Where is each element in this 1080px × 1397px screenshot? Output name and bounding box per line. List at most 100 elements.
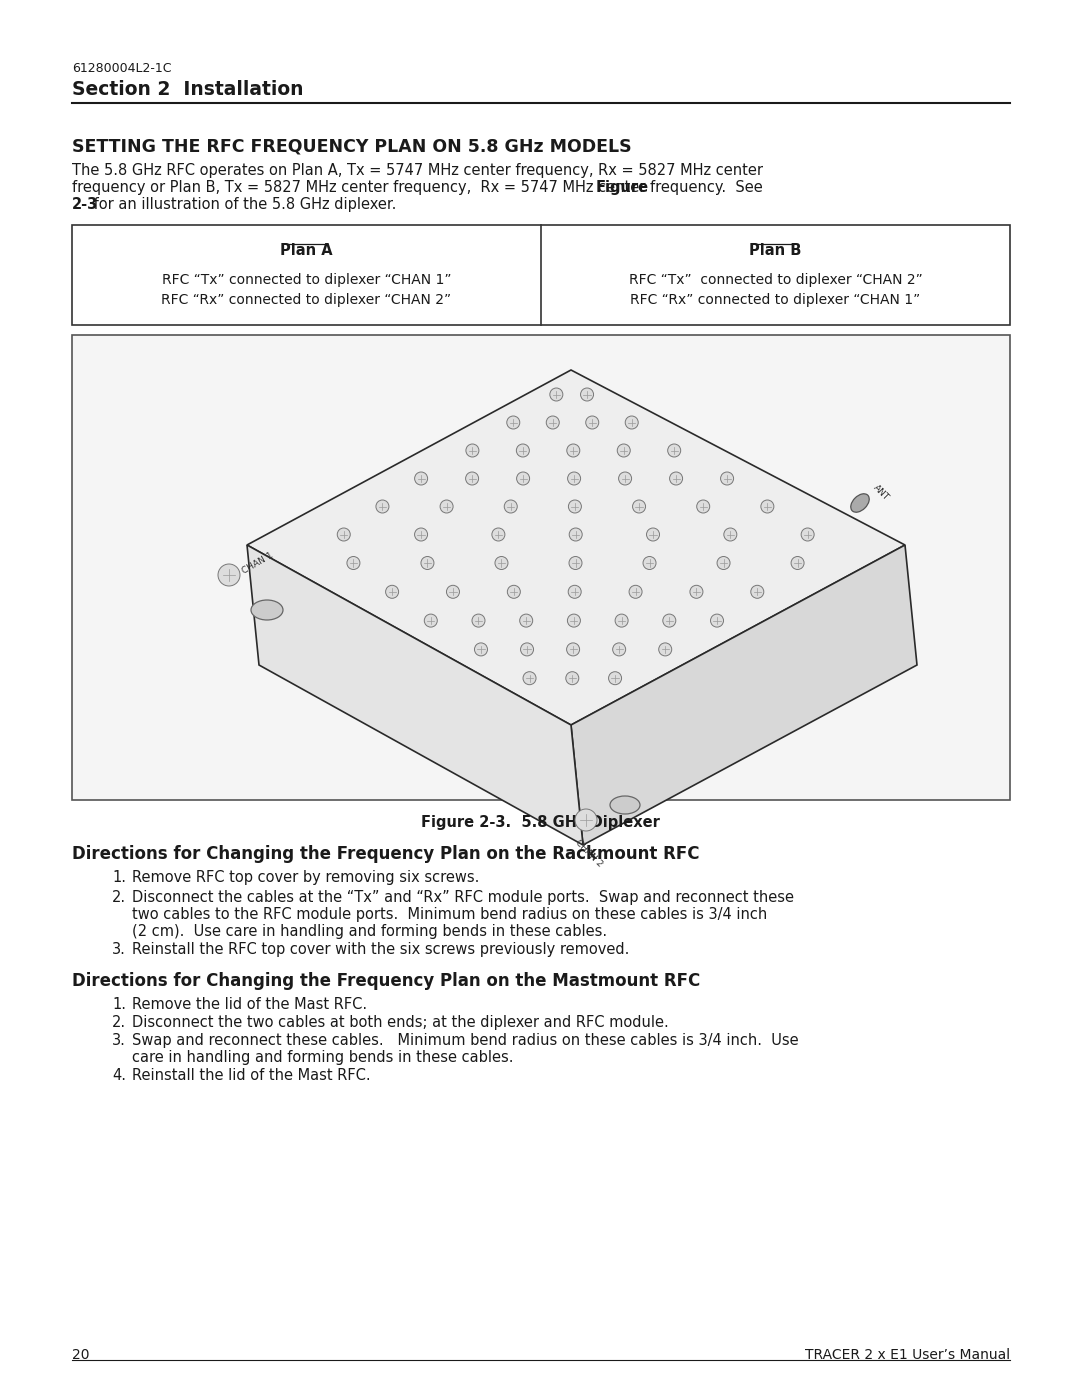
Ellipse shape — [851, 493, 869, 513]
Text: for an illustration of the 5.8 GHz diplexer.: for an illustration of the 5.8 GHz diple… — [89, 197, 396, 212]
Text: (2 cm).  Use care in handling and forming bends in these cables.: (2 cm). Use care in handling and forming… — [132, 923, 607, 939]
Text: CHAN 2: CHAN 2 — [573, 838, 605, 869]
Circle shape — [801, 528, 814, 541]
Ellipse shape — [251, 599, 283, 620]
Circle shape — [616, 615, 629, 627]
Text: Reinstall the RFC top cover with the six screws previously removed.: Reinstall the RFC top cover with the six… — [132, 942, 630, 957]
Text: frequency or Plan B, Tx = 5827 MHz center frequency,  Rx = 5747 MHz center frequ: frequency or Plan B, Tx = 5827 MHz cente… — [72, 180, 768, 196]
Circle shape — [643, 556, 656, 570]
Circle shape — [711, 615, 724, 627]
Text: 1.: 1. — [112, 997, 126, 1011]
Circle shape — [618, 444, 631, 457]
Text: RFC “Rx” connected to diplexer “CHAN 2”: RFC “Rx” connected to diplexer “CHAN 2” — [161, 293, 451, 307]
Circle shape — [566, 672, 579, 685]
Circle shape — [569, 528, 582, 541]
Circle shape — [761, 500, 774, 513]
Circle shape — [218, 564, 240, 585]
Circle shape — [337, 528, 350, 541]
Circle shape — [347, 556, 360, 570]
Circle shape — [446, 585, 459, 598]
Circle shape — [670, 472, 683, 485]
Circle shape — [474, 643, 487, 657]
Circle shape — [697, 500, 710, 513]
Circle shape — [567, 615, 580, 627]
Circle shape — [508, 585, 521, 598]
Circle shape — [625, 416, 638, 429]
Text: Plan B: Plan B — [750, 243, 801, 258]
Circle shape — [465, 444, 478, 457]
Circle shape — [569, 556, 582, 570]
Circle shape — [568, 500, 581, 513]
Circle shape — [575, 809, 597, 831]
Circle shape — [608, 672, 622, 685]
Text: Directions for Changing the Frequency Plan on the Rackmount RFC: Directions for Changing the Frequency Pl… — [72, 845, 700, 863]
Text: two cables to the RFC module ports.  Minimum bend radius on these cables is 3/4 : two cables to the RFC module ports. Mini… — [132, 907, 767, 922]
Text: 20: 20 — [72, 1348, 90, 1362]
Text: ANT: ANT — [872, 483, 891, 503]
Text: Remove RFC top cover by removing six screws.: Remove RFC top cover by removing six scr… — [132, 870, 480, 886]
Circle shape — [386, 585, 399, 598]
Circle shape — [516, 472, 529, 485]
Circle shape — [472, 615, 485, 627]
Text: 2.: 2. — [112, 890, 126, 905]
Text: Figure: Figure — [595, 180, 648, 196]
Circle shape — [751, 585, 764, 598]
Circle shape — [629, 585, 643, 598]
Text: 61280004L2-1C: 61280004L2-1C — [72, 61, 172, 75]
Circle shape — [568, 585, 581, 598]
Text: care in handling and forming bends in these cables.: care in handling and forming bends in th… — [132, 1051, 513, 1065]
Circle shape — [504, 500, 517, 513]
Polygon shape — [571, 545, 917, 845]
Text: Figure 2-3.  5.8 GHz Diplexer: Figure 2-3. 5.8 GHz Diplexer — [420, 814, 660, 830]
Text: 2-3: 2-3 — [72, 197, 98, 212]
Text: Plan A: Plan A — [280, 243, 333, 258]
Circle shape — [415, 528, 428, 541]
Polygon shape — [247, 370, 905, 725]
Circle shape — [585, 416, 598, 429]
Text: 1.: 1. — [112, 870, 126, 886]
Circle shape — [516, 444, 529, 457]
Circle shape — [550, 388, 563, 401]
Text: RFC “Rx” connected to diplexer “CHAN 1”: RFC “Rx” connected to diplexer “CHAN 1” — [631, 293, 920, 307]
Circle shape — [495, 556, 508, 570]
Circle shape — [519, 615, 532, 627]
Text: CHAN 1: CHAN 1 — [241, 550, 275, 576]
FancyBboxPatch shape — [72, 225, 1010, 326]
Circle shape — [567, 444, 580, 457]
Ellipse shape — [610, 796, 640, 814]
Text: TRACER 2 x E1 User’s Manual: TRACER 2 x E1 User’s Manual — [805, 1348, 1010, 1362]
Circle shape — [663, 615, 676, 627]
Text: 3.: 3. — [112, 942, 126, 957]
Text: Disconnect the two cables at both ends; at the diplexer and RFC module.: Disconnect the two cables at both ends; … — [132, 1016, 669, 1030]
Circle shape — [667, 444, 680, 457]
Circle shape — [568, 472, 581, 485]
Text: Reinstall the lid of the Mast RFC.: Reinstall the lid of the Mast RFC. — [132, 1067, 370, 1083]
Circle shape — [791, 556, 805, 570]
Circle shape — [376, 500, 389, 513]
Circle shape — [724, 528, 737, 541]
Circle shape — [546, 416, 559, 429]
Circle shape — [619, 472, 632, 485]
Circle shape — [612, 643, 625, 657]
Circle shape — [521, 643, 534, 657]
Circle shape — [421, 556, 434, 570]
Text: RFC “Tx” connected to diplexer “CHAN 1”: RFC “Tx” connected to diplexer “CHAN 1” — [162, 272, 451, 286]
Circle shape — [424, 615, 437, 627]
Text: SETTING THE RFC FREQUENCY PLAN ON 5.8 GHz MODELS: SETTING THE RFC FREQUENCY PLAN ON 5.8 GH… — [72, 138, 632, 156]
Circle shape — [567, 643, 580, 657]
Text: The 5.8 GHz RFC operates on Plan A, Tx = 5747 MHz center frequency, Rx = 5827 MH: The 5.8 GHz RFC operates on Plan A, Tx =… — [72, 163, 762, 177]
Circle shape — [690, 585, 703, 598]
Polygon shape — [247, 545, 583, 845]
Text: RFC “Tx”  connected to diplexer “CHAN 2”: RFC “Tx” connected to diplexer “CHAN 2” — [629, 272, 922, 286]
Circle shape — [659, 643, 672, 657]
Circle shape — [415, 472, 428, 485]
Text: 4.: 4. — [112, 1067, 126, 1083]
Text: Swap and reconnect these cables.   Minimum bend radius on these cables is 3/4 in: Swap and reconnect these cables. Minimum… — [132, 1032, 798, 1048]
FancyBboxPatch shape — [72, 335, 1010, 800]
Circle shape — [507, 416, 519, 429]
Text: 2.: 2. — [112, 1016, 126, 1030]
Text: Disconnect the cables at the “Tx” and “Rx” RFC module ports.  Swap and reconnect: Disconnect the cables at the “Tx” and “R… — [132, 890, 794, 905]
Circle shape — [465, 472, 478, 485]
Circle shape — [647, 528, 660, 541]
Circle shape — [440, 500, 454, 513]
